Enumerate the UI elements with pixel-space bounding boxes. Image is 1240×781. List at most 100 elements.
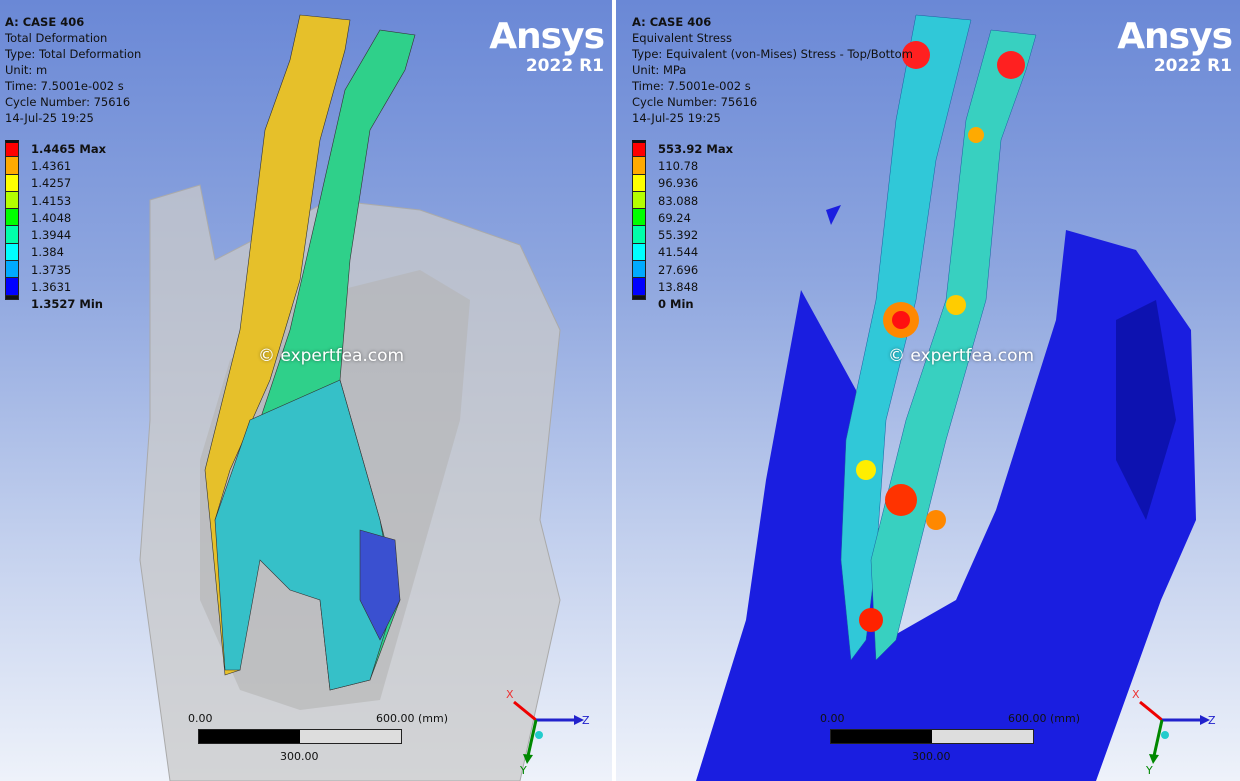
legend-entry[interactable]: 1.3944 [5,226,106,244]
mold-shadow [1116,300,1176,520]
result-unit: Unit: MPa [632,63,687,77]
case-title: A: CASE 406 [5,15,85,29]
legend-label: 1.4048 [31,210,72,225]
legend-swatch [5,174,19,192]
legend-swatch [5,278,19,296]
legend-swatch [5,261,19,279]
legend-swatch [5,140,19,158]
legend-swatch [632,243,646,262]
result-unit: Unit: m [5,63,48,77]
legend-entry[interactable]: 69.24 [632,209,733,227]
result-date: 14-Jul-25 19:25 [5,111,94,125]
legend-swatch [632,295,646,300]
legend-swatch [5,157,19,175]
svg-text:Z: Z [1208,714,1216,727]
legend-label: 1.4153 [31,193,72,208]
legend-swatch [632,226,646,244]
result-time: Time: 7.5001e-002 s [632,79,751,93]
legend-swatch [5,295,19,300]
svg-text:Y: Y [519,764,527,777]
legend-swatch [5,209,19,227]
legend-entry[interactable]: 110.78 [632,157,733,175]
svg-text:Y: Y [1145,764,1153,777]
legend-entry[interactable]: 1.3735 [5,261,106,279]
result-time: Time: 7.5001e-002 s [5,79,124,93]
legend-label: 110.78 [658,158,699,173]
legend-entry[interactable]: 83.088 [632,191,733,210]
watermark: © expertfea.com [258,346,405,366]
result-type: Type: Equivalent (von-Mises) Stress - To… [632,47,913,61]
legend-label: 55.392 [658,228,699,243]
legend-entry[interactable]: 1.4465 Max [5,140,107,158]
result-name: Equivalent Stress [632,31,732,45]
legend-swatch [632,191,646,210]
stress-model [696,14,1196,781]
legend-entry[interactable]: 1.3631 [5,278,106,296]
legend-swatch [632,261,646,279]
legend-entry[interactable]: 1.3527 Min [5,295,106,313]
legend-label: 1.4465 Max [31,141,107,156]
left-leg [840,14,972,661]
legend-swatch [632,278,646,296]
result-info: A: CASE 406 Total Deformation Type: Tota… [5,14,141,126]
result-name: Total Deformation [5,31,108,45]
axis-triad[interactable]: X Z Y [500,680,600,780]
cycle-number: Cycle Number: 75616 [5,95,131,109]
legend-label: 1.4257 [31,176,72,191]
legend-swatch [632,140,646,158]
deformation-viewport[interactable]: A: CASE 406 Total Deformation Type: Tota… [0,0,612,781]
legend-label: 1.4361 [31,158,72,173]
arm-low [359,529,401,641]
legend-label: 96.936 [658,176,699,191]
legend-entry[interactable]: 1.4048 [5,209,106,227]
stress-hotspots [856,41,1025,632]
legend-swatch [5,226,19,244]
legend-label: 83.088 [658,193,699,208]
legend-entry[interactable]: 1.4153 [5,191,106,210]
legend-label: 27.696 [658,262,699,277]
watermark: © expertfea.com [888,346,1035,366]
legend-swatch [5,191,19,210]
legend-entry[interactable]: 0 Min [632,295,733,313]
legend-entry[interactable]: 1.384 [5,243,106,262]
legend-entry[interactable]: 1.4257 [5,174,106,192]
legend-entry[interactable]: 96.936 [632,174,733,192]
legend-entry[interactable]: 1.4361 [5,157,106,175]
stress-viewport[interactable]: A: CASE 406 Equivalent Stress Type: Equi… [616,0,1240,781]
legend-swatch [632,174,646,192]
mold-block [696,230,1196,781]
legend-entry[interactable]: 41.544 [632,243,733,262]
case-title: A: CASE 406 [632,15,712,29]
legend-label: 13.848 [658,280,699,295]
legend-entry[interactable]: 27.696 [632,261,733,279]
svg-text:Z: Z [582,714,590,727]
color-legend[interactable]: 1.4465 Max 1.4361 1.4257 1.4153 1.4048 1.3944… [5,140,106,313]
legend-label: 1.3735 [31,262,72,277]
result-date: 14-Jul-25 19:25 [632,111,721,125]
legend-entry[interactable]: 55.392 [632,226,733,244]
legend-entry[interactable]: 553.92 Max [632,140,734,158]
legend-label: 41.544 [658,245,699,260]
ansys-logo: Ansys 2022 R1 [489,16,605,77]
legend-label: 553.92 Max [658,141,734,156]
legend-label: 0 Min [658,297,694,312]
deformation-model [139,14,561,781]
legend-label: 1.3527 Min [31,297,103,312]
legend-label: 69.24 [658,210,691,225]
legend-label: 1.384 [31,245,64,260]
legend-swatch [632,209,646,227]
legend-label: 1.3631 [31,280,72,295]
svg-text:X: X [506,688,514,701]
cycle-number: Cycle Number: 75616 [632,95,758,109]
legend-entry[interactable]: 13.848 [632,278,733,296]
ansys-logo: Ansys 2022 R1 [1117,16,1233,77]
legend-swatch [5,243,19,262]
result-type: Type: Total Deformation [5,47,142,61]
torso-arms [214,379,396,691]
axis-triad[interactable]: X Z Y [1126,680,1226,780]
legend-label: 1.3944 [31,228,72,243]
color-legend[interactable]: 553.92 Max 110.78 96.936 83.088 69.24 55.392 4… [632,140,733,313]
svg-text:X: X [1132,688,1140,701]
legend-swatch [632,157,646,175]
result-info: A: CASE 406 Equivalent Stress Type: Equi… [632,14,913,126]
